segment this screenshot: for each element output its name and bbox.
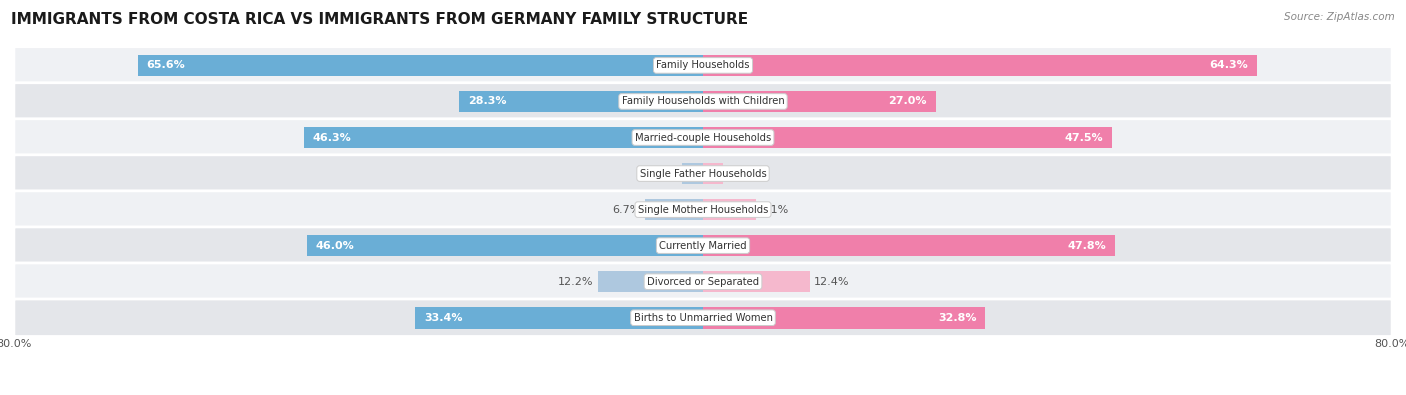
Bar <box>703 90 935 112</box>
Text: 28.3%: 28.3% <box>468 96 506 107</box>
Text: IMMIGRANTS FROM COSTA RICA VS IMMIGRANTS FROM GERMANY FAMILY STRUCTURE: IMMIGRANTS FROM COSTA RICA VS IMMIGRANTS… <box>11 12 748 27</box>
Bar <box>703 199 755 220</box>
FancyBboxPatch shape <box>14 299 1392 337</box>
Bar <box>703 163 723 184</box>
Text: 32.8%: 32.8% <box>938 313 977 323</box>
Bar <box>703 127 1112 149</box>
FancyBboxPatch shape <box>14 47 1392 84</box>
Bar <box>703 235 1115 256</box>
Text: 2.4%: 2.4% <box>650 169 678 179</box>
Text: 2.3%: 2.3% <box>727 169 755 179</box>
FancyBboxPatch shape <box>14 83 1392 120</box>
FancyBboxPatch shape <box>14 263 1392 301</box>
Text: Single Mother Households: Single Mother Households <box>638 205 768 214</box>
Bar <box>460 90 703 112</box>
Text: 6.7%: 6.7% <box>613 205 641 214</box>
Bar <box>304 127 703 149</box>
Text: 46.0%: 46.0% <box>315 241 354 251</box>
Bar <box>703 271 810 292</box>
FancyBboxPatch shape <box>14 227 1392 264</box>
Bar <box>598 271 703 292</box>
Text: 46.3%: 46.3% <box>314 132 352 143</box>
Text: 64.3%: 64.3% <box>1209 60 1249 70</box>
Text: Currently Married: Currently Married <box>659 241 747 251</box>
Bar <box>703 307 986 329</box>
FancyBboxPatch shape <box>14 119 1392 156</box>
Bar <box>415 307 703 329</box>
Text: Family Households with Children: Family Households with Children <box>621 96 785 107</box>
Bar <box>138 55 703 76</box>
Bar <box>645 199 703 220</box>
Text: 27.0%: 27.0% <box>889 96 927 107</box>
Text: 12.4%: 12.4% <box>814 276 849 287</box>
Text: 6.1%: 6.1% <box>759 205 789 214</box>
Text: 47.8%: 47.8% <box>1067 241 1107 251</box>
Bar <box>703 55 1257 76</box>
Text: Single Father Households: Single Father Households <box>640 169 766 179</box>
Text: 65.6%: 65.6% <box>146 60 186 70</box>
Text: 33.4%: 33.4% <box>425 313 463 323</box>
Text: 47.5%: 47.5% <box>1064 132 1104 143</box>
Bar <box>307 235 703 256</box>
Text: Family Households: Family Households <box>657 60 749 70</box>
FancyBboxPatch shape <box>14 155 1392 192</box>
Text: Births to Unmarried Women: Births to Unmarried Women <box>634 313 772 323</box>
Text: Married-couple Households: Married-couple Households <box>636 132 770 143</box>
FancyBboxPatch shape <box>14 191 1392 228</box>
Text: 12.2%: 12.2% <box>558 276 593 287</box>
Text: Divorced or Separated: Divorced or Separated <box>647 276 759 287</box>
Text: Source: ZipAtlas.com: Source: ZipAtlas.com <box>1284 12 1395 22</box>
Bar <box>682 163 703 184</box>
